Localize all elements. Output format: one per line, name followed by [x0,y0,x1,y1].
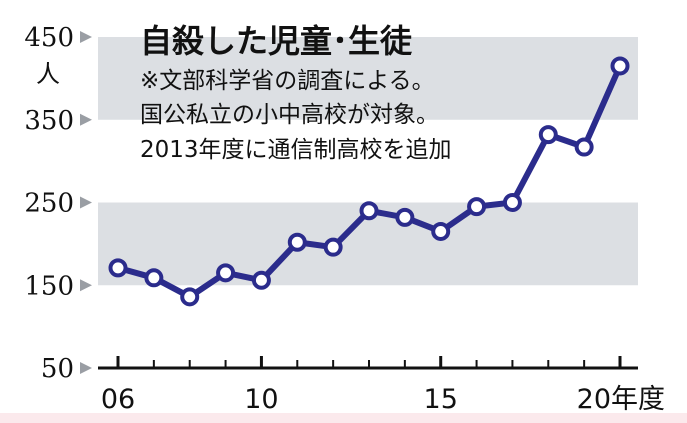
y-tick-label-3: 350 [24,106,74,136]
data-point-2015 [431,221,451,241]
data-point-2011 [287,232,307,252]
y-tick-label-4: 450 [24,23,74,53]
data-point-2020 [610,56,630,76]
y-tick-label-0: 50 [41,354,74,384]
y-tick-arrow-1 [80,279,92,292]
y-tick-arrow-4 [80,31,92,43]
bottom-strip [0,413,687,423]
band-1 [98,37,638,120]
y-tick-label-1: 150 [24,271,74,301]
data-point-2013 [359,201,379,221]
series-markers [108,56,630,307]
data-point-2014 [395,207,415,227]
note-line-3: 2013年度に通信制高校を追加 [140,137,452,163]
data-point-2007 [144,268,164,288]
data-point-2016 [467,197,487,217]
data-point-2017 [502,193,522,212]
x-tick-label-3: 20年度 [577,384,665,415]
y-tick-arrow-0 [80,362,92,374]
y-unit-label: 人 [36,60,60,88]
note-line-2: 国公私立の小中高校が対象。 [140,102,439,128]
title-box: 自殺した児童･生徒 ※文部科学省の調査による。 国公私立の小中高校が対象。 20… [140,22,452,163]
data-point-2009 [216,263,236,283]
data-point-2008 [180,287,200,307]
y-axis: 50 150 250 350 450 [24,23,92,384]
data-point-2012 [323,237,343,257]
chart-title: 自殺した児童･生徒 [140,22,413,60]
data-point-2019 [574,137,594,157]
note-line-1: ※文部科学省の調査による。 [140,68,435,94]
y-tick-arrow-2 [80,196,92,209]
y-tick-arrow-3 [80,113,92,126]
data-point-2018 [538,125,558,145]
x-tick-label-0: 06 [101,384,135,415]
data-point-2010 [251,270,271,290]
x-tick-label-1: 10 [244,384,278,415]
x-axis: 06 10 15 20年度 [98,356,665,415]
y-tick-label-2: 250 [24,189,74,219]
x-tick-label-2: 15 [424,384,458,415]
data-point-2006 [108,258,128,278]
